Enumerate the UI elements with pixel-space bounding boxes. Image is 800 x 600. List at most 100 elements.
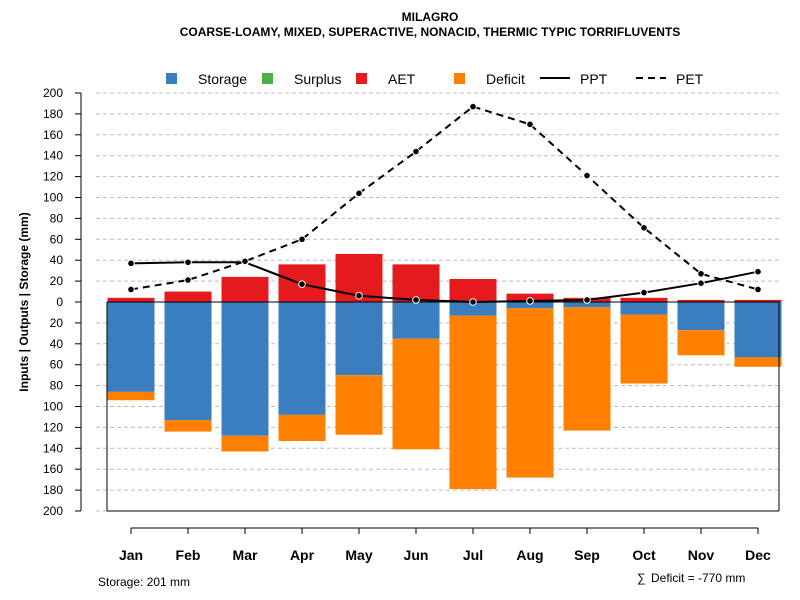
pet-point-apr — [298, 235, 306, 244]
aet-bar-mar — [221, 276, 269, 302]
deficit-bar-apr — [278, 414, 326, 441]
pet-point-dec — [754, 285, 762, 294]
x-tick-label-may: May — [345, 547, 372, 563]
deficit-bar-dec — [734, 357, 782, 367]
y-axis-label: Inputs | Outputs | Storage (mm) — [17, 212, 31, 391]
ppt-point-sep — [583, 296, 591, 304]
x-tick-label-oct: Oct — [632, 547, 656, 563]
x-tick-label-mar: Mar — [233, 547, 258, 563]
y-axis: 2001801601401201008060402002040608010012… — [43, 86, 82, 518]
storage-bar-dec — [734, 302, 782, 358]
aet-bar-jul — [449, 279, 497, 302]
y-tick-label: 80 — [50, 379, 64, 393]
storage-bar-apr — [278, 302, 326, 415]
lines-group — [127, 102, 762, 306]
storage-bar-jul — [449, 302, 497, 316]
y-tick-label: 60 — [50, 358, 64, 372]
legend-swatch-storage — [166, 73, 177, 84]
aet-bar-oct — [620, 297, 668, 302]
y-tick-label: 200 — [43, 86, 63, 100]
ppt-point-nov — [697, 279, 705, 287]
x-tick-label-jan: Jan — [119, 547, 143, 563]
ppt-point-dec — [754, 267, 762, 276]
storage-bar-oct — [620, 302, 668, 315]
aet-bar-dec — [734, 299, 782, 302]
deficit-bar-aug — [506, 308, 554, 478]
ppt-point-jun — [412, 296, 420, 304]
storage-bar-may — [335, 302, 383, 376]
deficit-bar-oct — [620, 314, 668, 384]
legend-label-ppt: PPT — [580, 71, 608, 87]
aet-bar-feb — [164, 291, 212, 302]
y-tick-label: 180 — [43, 483, 63, 497]
bars-group — [107, 253, 782, 490]
x-tick-label-feb: Feb — [176, 547, 201, 563]
pet-point-jan — [127, 285, 135, 294]
chart-subtitle: COARSE-LOAMY, MIXED, SUPERACTIVE, NONACI… — [180, 25, 680, 39]
plot-frame — [106, 301, 780, 512]
storage-bar-sep — [563, 302, 611, 308]
legend-swatch-aet — [356, 73, 367, 84]
storage-bar-mar — [221, 302, 269, 436]
x-tick-label-sep: Sep — [574, 547, 600, 563]
y-tick-label: 100 — [43, 400, 63, 414]
x-tick-label-jul: Jul — [463, 547, 483, 563]
deficit-sum-symbol: ∑ — [637, 571, 646, 585]
y-tick-label: 100 — [43, 191, 63, 205]
pet-point-nov — [697, 269, 705, 278]
pet-point-feb — [184, 276, 192, 284]
ppt-point-aug — [526, 297, 534, 305]
aet-bar-jun — [392, 264, 440, 302]
deficit-bar-sep — [563, 307, 611, 431]
y-tick-label: 160 — [43, 462, 63, 476]
legend-swatch-deficit — [454, 73, 465, 84]
y-tick-label: 160 — [43, 128, 63, 142]
pet-point-oct — [640, 224, 648, 232]
x-tick-label-apr: Apr — [290, 547, 315, 563]
ppt-point-apr — [298, 280, 306, 289]
chart-title: MILAGRO — [402, 10, 459, 24]
pet-point-jun — [412, 147, 420, 156]
x-tick-label-dec: Dec — [745, 547, 771, 563]
deficit-bar-jun — [392, 338, 440, 450]
deficit-bar-mar — [221, 435, 269, 452]
y-tick-label: 40 — [50, 253, 64, 267]
storage-bar-aug — [506, 302, 554, 309]
legend-label-storage: Storage — [198, 71, 247, 87]
ppt-point-feb — [184, 258, 192, 267]
legend-swatch-surplus — [262, 73, 273, 84]
y-tick-label: 140 — [43, 441, 63, 455]
y-tick-label: 0 — [56, 295, 63, 309]
aet-bar-nov — [677, 299, 725, 302]
x-tick-label-jun: Jun — [404, 547, 429, 563]
y-tick-label: 140 — [43, 149, 63, 163]
deficit-bar-jul — [449, 315, 497, 490]
x-axis: Jan Feb Mar Apr May Jun Jul Aug Sep Oct Nov Dec — [119, 527, 771, 563]
pet-point-mar — [241, 257, 249, 266]
y-tick-label: 200 — [43, 504, 63, 518]
x-tick-label-nov: Nov — [688, 547, 715, 563]
legend-label-pet: PET — [676, 71, 704, 87]
y-tick-label: 180 — [43, 107, 63, 121]
ppt-point-jan — [127, 259, 135, 268]
legend-label-deficit: Deficit — [486, 71, 525, 87]
aet-bar-jan — [107, 297, 155, 302]
pet-point-sep — [583, 171, 591, 180]
y-tick-label: 120 — [43, 170, 63, 184]
storage-note: Storage: 201 mm — [98, 575, 190, 589]
x-tick-label-aug: Aug — [516, 547, 543, 563]
deficit-bar-may — [335, 375, 383, 435]
storage-bar-feb — [164, 302, 212, 421]
y-tick-label: 120 — [43, 420, 63, 434]
pet-point-may — [355, 189, 363, 198]
legend-label-surplus: Surplus — [294, 71, 341, 87]
ppt-point-oct — [640, 288, 648, 297]
deficit-note: Deficit = -770 mm — [651, 571, 745, 585]
deficit-bar-jan — [107, 391, 155, 401]
y-tick-label: 40 — [50, 337, 64, 351]
storage-bar-nov — [677, 302, 725, 331]
storage-bar-jan — [107, 302, 155, 392]
deficit-bar-feb — [164, 420, 212, 432]
y-tick-label: 20 — [50, 316, 64, 330]
